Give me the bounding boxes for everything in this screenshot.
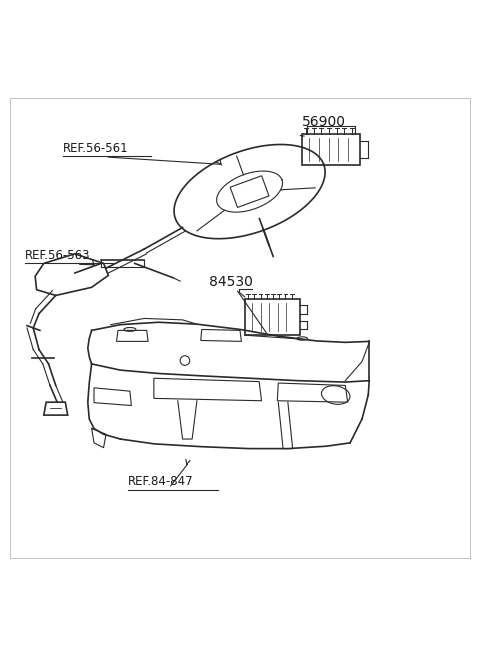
Text: REF.56-561: REF.56-561 — [63, 142, 129, 155]
Text: REF.56-563: REF.56-563 — [24, 249, 90, 262]
Text: REF.84-847: REF.84-847 — [128, 476, 193, 488]
Text: 84530: 84530 — [209, 275, 253, 289]
Text: 56900: 56900 — [302, 115, 346, 129]
